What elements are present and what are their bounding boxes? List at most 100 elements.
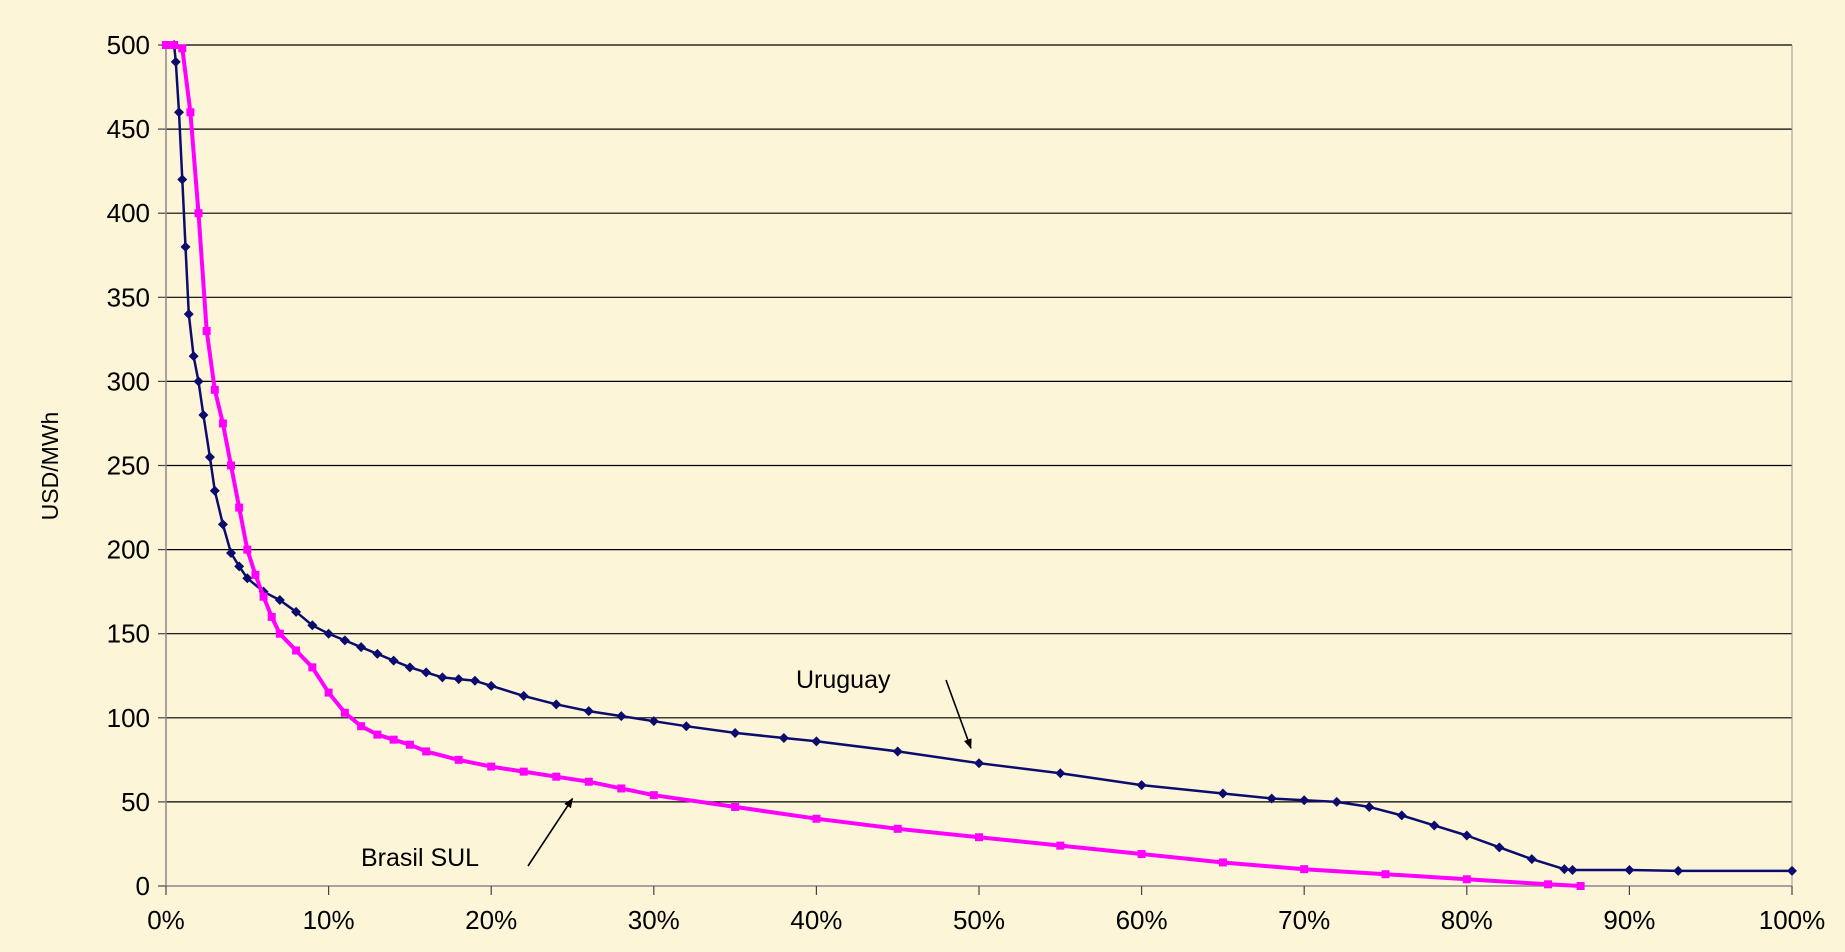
y-tick-label: 200 — [107, 535, 150, 565]
data-point — [487, 762, 496, 771]
data-point — [188, 351, 199, 362]
data-point — [486, 680, 497, 691]
series-uruguay — [169, 40, 1797, 876]
data-point — [177, 174, 188, 185]
data-point — [1559, 864, 1570, 875]
data-point — [1364, 801, 1375, 812]
x-tick-label: 80% — [1441, 905, 1493, 935]
data-point — [340, 708, 349, 717]
data-point — [892, 746, 903, 757]
data-point — [1461, 830, 1472, 841]
x-tick-label: 50% — [953, 905, 1005, 935]
data-point — [1137, 850, 1146, 859]
data-point — [243, 545, 252, 554]
annotation-brasil-sul: Brasil SUL — [361, 797, 574, 872]
x-tick-label: 100% — [1759, 905, 1826, 935]
annotation-uruguay: Uruguay — [796, 666, 972, 750]
data-point — [356, 642, 367, 653]
data-point — [198, 410, 209, 421]
data-point — [267, 612, 276, 621]
data-point — [616, 711, 627, 722]
data-point — [1136, 780, 1147, 791]
data-point — [275, 629, 284, 638]
y-tick-label: 300 — [107, 366, 150, 396]
x-tick-label: 70% — [1278, 905, 1330, 935]
data-point — [183, 309, 194, 320]
data-point — [730, 727, 741, 738]
data-point — [170, 41, 179, 49]
data-point — [551, 699, 562, 710]
data-point — [217, 519, 228, 530]
data-point — [469, 675, 480, 686]
data-point — [174, 107, 185, 118]
axes — [158, 44, 1793, 895]
data-point — [552, 772, 561, 781]
data-point — [274, 595, 285, 606]
data-point — [218, 419, 227, 428]
y-axis-tick-labels: 0 50 100 150 200 250 300 350 400 450 500 — [107, 30, 150, 901]
data-point — [357, 722, 366, 731]
data-point — [162, 41, 170, 49]
data-point — [1299, 795, 1310, 806]
data-point — [1567, 865, 1578, 876]
x-tick-label: 30% — [628, 905, 680, 935]
data-point — [1494, 842, 1505, 853]
data-point — [454, 755, 463, 764]
data-point — [186, 108, 195, 117]
data-point — [1544, 880, 1553, 889]
y-tick-label: 500 — [107, 30, 150, 60]
y-tick-label: 100 — [107, 703, 150, 733]
data-point — [421, 667, 432, 678]
annotation-label: Uruguay — [796, 666, 891, 694]
data-point — [180, 241, 191, 252]
annotation-arrow — [945, 679, 972, 750]
data-point — [1055, 768, 1066, 779]
annotation-arrow — [527, 797, 574, 867]
data-point — [1331, 796, 1342, 807]
data-point — [584, 777, 593, 786]
data-point — [681, 721, 692, 732]
x-tick-label: 90% — [1603, 905, 1655, 935]
y-tick-label: 150 — [107, 619, 150, 649]
data-point — [235, 503, 244, 512]
data-point — [178, 44, 187, 53]
data-point — [404, 662, 415, 673]
data-point — [1300, 865, 1309, 874]
data-point — [204, 452, 215, 463]
data-point — [308, 663, 317, 672]
data-point — [202, 326, 211, 335]
data-point — [617, 784, 626, 793]
data-point — [234, 561, 245, 572]
series-line — [172, 44, 1792, 873]
data-point — [893, 824, 902, 833]
y-tick-label: 450 — [107, 114, 150, 144]
data-point — [1396, 810, 1407, 821]
data-point — [372, 648, 383, 659]
data-point — [389, 735, 398, 744]
data-point — [583, 706, 594, 717]
data-point — [975, 833, 983, 842]
data-point — [778, 732, 789, 743]
data-point — [1429, 820, 1440, 831]
x-tick-label: 10% — [303, 905, 355, 935]
data-point — [1526, 854, 1537, 865]
data-point — [1576, 882, 1585, 890]
gridlines — [166, 44, 1792, 803]
y-tick-label: 400 — [107, 198, 150, 228]
data-point — [1056, 841, 1065, 850]
data-point — [811, 736, 822, 747]
data-point — [242, 573, 253, 584]
data-point — [1218, 858, 1227, 867]
data-point — [323, 628, 334, 639]
x-tick-label: 40% — [790, 905, 842, 935]
data-point — [518, 690, 529, 701]
data-point — [422, 747, 431, 756]
y-axis-label: USD/MWh — [37, 412, 63, 521]
data-point — [405, 740, 414, 749]
data-point — [291, 606, 302, 617]
data-point — [251, 570, 260, 579]
data-point — [373, 730, 382, 739]
data-point — [1673, 865, 1684, 876]
